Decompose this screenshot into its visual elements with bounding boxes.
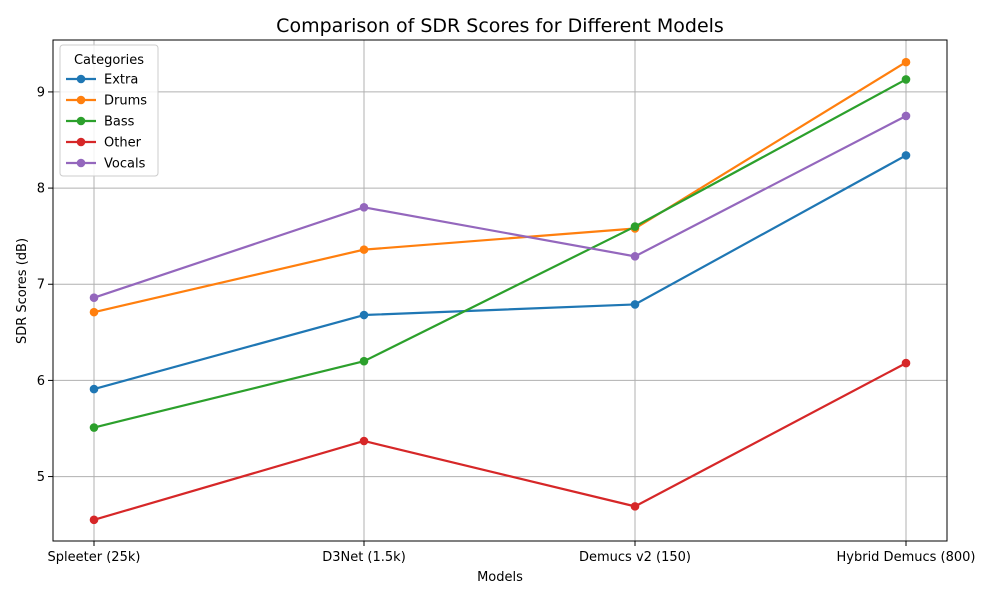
data-point-drums (901, 57, 911, 67)
x-tick-label: Demucs v2 (150) (579, 550, 691, 565)
series-line-vocals (92, 114, 908, 299)
legend-label: Vocals (104, 157, 146, 172)
data-point-vocals (901, 111, 911, 121)
series-line-other (92, 362, 908, 521)
series-lines (89, 57, 911, 525)
y-tick-label: 9 (37, 85, 45, 100)
legend-label: Extra (104, 73, 138, 88)
x-tick-label: Spleeter (25k) (48, 550, 141, 565)
legend-swatch-marker (76, 158, 86, 168)
data-point-extra (901, 151, 911, 160)
data-point-extra (89, 384, 99, 394)
x-tick-label: D3Net (1.5k) (322, 550, 406, 565)
legend-label: Bass (104, 115, 135, 130)
data-point-extra (359, 310, 369, 320)
data-point-bass (89, 423, 99, 432)
x-tick-label: Hybrid Demucs (800) (837, 550, 976, 565)
grid-lines (53, 40, 947, 541)
series-vocals (89, 111, 911, 303)
y-axis-ticks: 5 6 7 8 9 (37, 85, 53, 485)
series-line-extra (92, 154, 908, 391)
data-point-other (89, 515, 99, 525)
legend-swatch-marker (76, 116, 86, 126)
x-axis-label: Models (477, 570, 523, 585)
legend-item-drums: Drums (66, 94, 147, 109)
series-extra (89, 151, 911, 394)
legend-item-extra: Extra (66, 73, 138, 88)
series-line-drums (92, 61, 908, 314)
legend-label: Other (104, 136, 142, 151)
legend-swatch-marker (76, 74, 86, 84)
series-bass (89, 75, 911, 432)
data-point-other (901, 358, 911, 368)
y-tick-label: 6 (37, 374, 45, 389)
legend: Categories Extra Drums Bass Other Vocals (59, 44, 159, 177)
y-tick-label: 7 (37, 278, 45, 293)
legend-title: Categories (74, 53, 144, 68)
y-tick-label: 8 (37, 182, 45, 197)
legend-item-vocals: Vocals (66, 157, 146, 172)
data-point-other (359, 436, 369, 446)
x-axis-ticks: Spleeter (25k) D3Net (1.5k) Demucs v2 (150… (48, 541, 976, 565)
data-point-vocals (359, 203, 369, 212)
legend-label: Drums (104, 94, 147, 109)
data-point-drums (359, 245, 369, 254)
legend-item-bass: Bass (66, 115, 135, 130)
plot-frame (52, 39, 948, 542)
legend-swatch-marker (76, 95, 86, 105)
y-tick-label: 5 (37, 470, 45, 485)
legend-items: Extra Drums Bass Other Vocals (66, 73, 147, 172)
data-point-extra (630, 300, 640, 309)
data-point-bass (359, 356, 369, 366)
legend-swatch-marker (76, 137, 86, 147)
chart-title: Comparison of SDR Scores for Different M… (276, 15, 724, 37)
data-point-other (630, 502, 640, 511)
data-point-drums (89, 307, 99, 317)
y-axis-label: SDR Scores (dB) (15, 238, 30, 344)
series-line-bass (92, 78, 908, 429)
data-point-vocals (630, 252, 640, 261)
data-point-vocals (89, 293, 99, 303)
data-point-bass (630, 222, 640, 231)
series-other (89, 358, 911, 525)
data-point-bass (901, 75, 911, 84)
legend-item-other: Other (66, 136, 142, 151)
